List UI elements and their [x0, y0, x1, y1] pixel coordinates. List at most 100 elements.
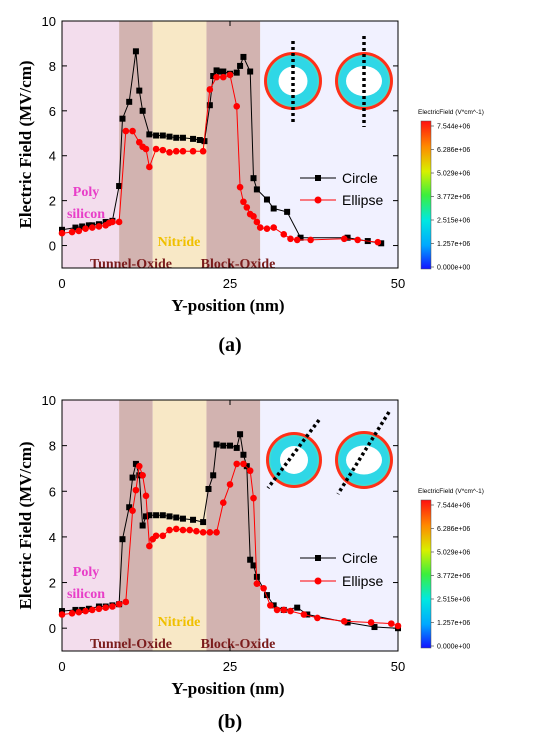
data-point-ellipse	[287, 235, 294, 243]
data-point-ellipse	[374, 238, 382, 246]
data-point-circle	[179, 515, 186, 522]
data-point-ellipse	[233, 103, 241, 110]
data-point-ellipse	[166, 526, 173, 534]
label-nitride: Nitride	[158, 235, 201, 250]
data-point-ellipse	[354, 236, 361, 244]
data-point-ellipse	[75, 227, 83, 235]
data-point-ellipse	[166, 149, 173, 156]
data-point-ellipse	[88, 606, 96, 614]
data-point-ellipse	[226, 71, 234, 79]
data-point-ellipse	[280, 606, 288, 614]
data-point-circle	[190, 516, 197, 523]
data-point-circle	[240, 451, 247, 458]
data-point-circle	[284, 208, 291, 215]
data-point-ellipse	[219, 499, 227, 506]
data-point-ellipse	[273, 606, 281, 614]
data-point-circle	[206, 102, 213, 109]
data-point-ellipse	[367, 619, 375, 626]
data-point-ellipse	[206, 86, 214, 93]
label-block-oxide: Block-Oxide	[201, 637, 276, 652]
data-point-circle	[173, 134, 180, 141]
panel-label: (a)	[218, 334, 241, 356]
data-point-circle	[263, 196, 270, 203]
colorbar-tick-label: 5.029e+06	[437, 171, 470, 178]
data-point-circle	[153, 132, 160, 139]
data-point-ellipse	[307, 236, 314, 244]
panel-b-inset-ellipse	[335, 411, 393, 495]
panel-a-colorbar: ElectricField (V*cm^-1) 7.544e+06 6.286e+…	[418, 109, 484, 272]
data-point-circle	[129, 474, 136, 481]
data-point-circle	[136, 472, 143, 479]
region-nitride	[152, 21, 207, 268]
data-point-ellipse	[179, 526, 187, 534]
data-point-ellipse	[82, 225, 89, 233]
label-nitride: Nitride	[158, 615, 201, 630]
data-point-circle	[79, 606, 86, 613]
region-nitride	[152, 400, 207, 651]
data-point-circle	[371, 624, 378, 631]
data-point-ellipse	[172, 525, 180, 533]
data-point-circle	[270, 205, 277, 212]
label-tunnel-oxide: Tunnel-Oxide	[90, 637, 172, 652]
data-point-circle	[59, 226, 65, 233]
y-tick-label: 0	[49, 621, 56, 636]
data-point-ellipse	[387, 620, 395, 627]
colorbar-title: ElectricField (V*cm^-1)	[418, 109, 484, 116]
data-point-circle	[126, 504, 133, 511]
data-point-ellipse	[199, 529, 207, 536]
data-point-ellipse	[135, 138, 143, 146]
panel-b: Poly silicon Nitride Tunnel-Oxide Block-Oxid…	[16, 393, 484, 733]
data-point-ellipse	[58, 229, 66, 237]
data-point-circle	[119, 115, 126, 122]
data-point-circle	[378, 240, 385, 247]
data-point-circle	[132, 48, 139, 55]
data-point-ellipse	[68, 610, 76, 617]
y-axis-label: Electric Field (MV/cm)	[16, 441, 35, 609]
data-point-circle	[139, 107, 146, 114]
data-point-circle	[72, 224, 79, 231]
data-point-circle	[344, 619, 351, 626]
data-point-circle	[166, 513, 173, 520]
data-point-ellipse	[206, 529, 214, 536]
data-point-circle	[85, 222, 92, 229]
data-point-circle	[196, 137, 203, 144]
colorbar-tick-label: 7.544e+06	[437, 503, 470, 510]
data-point-ellipse	[102, 604, 109, 611]
data-point-ellipse	[213, 529, 220, 536]
data-point-circle	[237, 431, 244, 438]
data-point-ellipse	[179, 147, 187, 155]
data-point-circle	[233, 444, 240, 451]
label-tunnel-oxide: Tunnel-Oxide	[90, 257, 172, 272]
label-poly-line1: Poly	[73, 185, 99, 200]
data-point-ellipse	[109, 218, 116, 226]
data-point-ellipse	[159, 532, 167, 540]
panel-b-overlays: ElectricField (V*cm^-1) 7.544e+06 6.286e+…	[266, 411, 484, 651]
data-point-ellipse	[122, 598, 130, 606]
legend-marker-circle	[315, 555, 321, 561]
label-poly-line2: silicon	[67, 587, 105, 602]
x-tick-label: 0	[58, 276, 65, 291]
data-point-circle	[243, 463, 250, 470]
data-point-ellipse	[293, 236, 301, 244]
region-tunnel	[119, 400, 153, 651]
data-point-circle	[132, 460, 139, 467]
x-axis-label: Y-position (nm)	[171, 679, 284, 698]
data-point-ellipse	[253, 580, 261, 587]
data-point-circle	[213, 441, 220, 448]
data-point-ellipse	[250, 213, 257, 220]
data-point-circle	[146, 512, 153, 519]
label-poly-line1: Poly	[73, 565, 99, 580]
data-point-circle	[205, 485, 212, 492]
data-point-circle	[253, 186, 260, 193]
data-point-circle	[270, 602, 277, 609]
data-point-circle	[344, 234, 351, 241]
data-point-ellipse	[219, 73, 227, 81]
data-point-ellipse	[68, 228, 76, 236]
data-point-ellipse	[82, 607, 89, 615]
panel-a-overlays: ElectricField (V*cm^-1) 7.544e+06 6.286e+…	[264, 36, 484, 272]
data-point-circle	[79, 223, 86, 230]
region-tunnel	[119, 21, 153, 268]
data-point-circle	[173, 514, 180, 521]
colorbar-title: ElectricField (V*cm^-1)	[418, 488, 484, 495]
data-point-ellipse	[236, 183, 244, 191]
